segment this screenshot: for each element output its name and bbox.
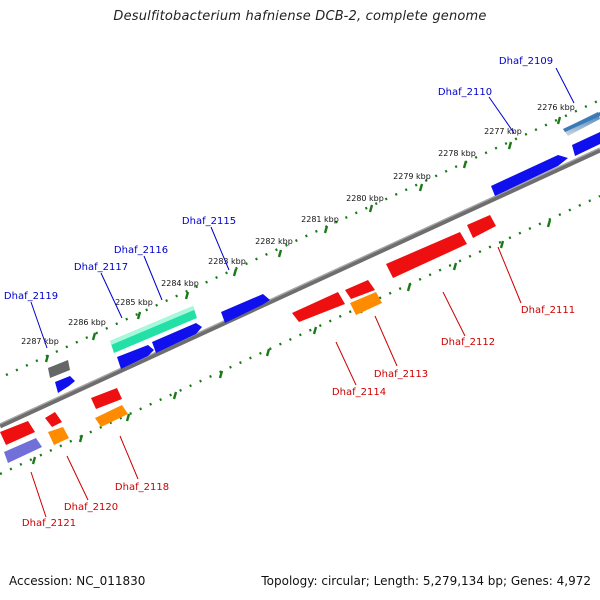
gene-arrow-dhaf-2120a	[45, 412, 62, 427]
forward-leaders	[30, 67, 575, 349]
reverse-major-ticks	[31, 219, 552, 465]
gene-arrow-dhaf-2118a	[91, 388, 122, 409]
reverse-tick-track	[0, 194, 600, 476]
kbp-labels: 2276 kbp 2277 kbp 2278 kbp 2279 kbp 2280…	[21, 103, 575, 346]
gene-label-dhaf-2115: Dhaf_2115	[182, 216, 236, 227]
gene-label-dhaf-2111: Dhaf_2111	[521, 305, 575, 316]
map-title: Desulfitobacterium hafniense DCB-2, comp…	[113, 9, 487, 24]
gene-label-dhaf-2110: Dhaf_2110	[438, 87, 492, 98]
gene-label-dhaf-2121: Dhaf_2121	[22, 518, 76, 529]
gene-arrow-dhaf-2113	[350, 292, 382, 315]
kbp-label: 2278 kbp	[438, 149, 476, 158]
kbp-label: 2282 kbp	[255, 237, 293, 246]
gene-arrow-dhaf-2119a	[48, 360, 70, 378]
kbp-label: 2283 kbp	[208, 257, 246, 266]
forward-gene-features	[4, 112, 600, 463]
gene-arrow-dhaf-2116b	[117, 345, 154, 369]
gene-label-dhaf-2114: Dhaf_2114	[332, 387, 386, 398]
gene-arrow-dhaf-2117-highlight	[110, 306, 194, 345]
gene-label-dhaf-2119: Dhaf_2119	[4, 291, 58, 302]
genome-summary-text: Topology: circular; Length: 5,279,134 bp…	[261, 574, 591, 588]
gene-arrow-dhaf-2114a	[345, 280, 375, 299]
gene-label-dhaf-2112: Dhaf_2112	[441, 337, 495, 348]
gene-label-dhaf-2120: Dhaf_2120	[64, 502, 118, 513]
kbp-label: 2284 kbp	[161, 279, 199, 288]
gene-label-dhaf-2116: Dhaf_2116	[114, 245, 168, 256]
gene-arrow-dhaf-2114b	[292, 292, 345, 322]
reverse-gene-features	[0, 215, 496, 445]
gene-arrow-dhaf-2111	[467, 215, 496, 238]
gene-label-dhaf-2113: Dhaf_2113	[374, 369, 428, 380]
gene-arrow-dhaf-2118b	[95, 405, 128, 427]
forward-gene-labels: Dhaf_2109 Dhaf_2110 Dhaf_2115 Dhaf_2116 …	[4, 56, 553, 302]
kbp-label: 2276 kbp	[537, 103, 575, 112]
kbp-label: 2285 kbp	[115, 298, 153, 307]
kbp-label: 2280 kbp	[346, 194, 384, 203]
kbp-major-ticks	[44, 116, 562, 363]
gene-arrow-dhaf-2121	[0, 421, 35, 445]
genome-backbone	[0, 147, 600, 429]
gene-label-dhaf-2109: Dhaf_2109	[499, 56, 553, 67]
gene-arrow-dhaf-2122	[4, 438, 42, 463]
kbp-label: 2279 kbp	[393, 172, 431, 181]
gene-label-dhaf-2118: Dhaf_2118	[115, 482, 169, 493]
reverse-gene-labels: Dhaf_2111 Dhaf_2112 Dhaf_2113 Dhaf_2114 …	[22, 305, 575, 529]
gene-arrow-dhaf-2120b	[48, 427, 69, 445]
kbp-label: 2286 kbp	[68, 318, 106, 327]
kbp-label: 2281 kbp	[301, 215, 339, 224]
gene-label-dhaf-2117: Dhaf_2117	[74, 262, 128, 273]
gene-arrow-dhaf-2108	[491, 155, 568, 196]
kbp-label: 2287 kbp	[21, 337, 59, 346]
gene-arrow-dhaf-2119b	[55, 376, 75, 393]
reverse-leaders	[30, 246, 522, 518]
kbp-label: 2277 kbp	[484, 127, 522, 136]
accession-text: Accession: NC_011830	[9, 574, 146, 588]
gene-arrow-dhaf-2109b	[563, 112, 600, 132]
gene-arrow-dhaf-2112	[386, 232, 467, 278]
gene-arrow-dhaf-2116a	[152, 323, 202, 353]
gene-arrow-dhaf-2115	[221, 294, 270, 323]
gene-arrow-dhaf-2110	[572, 132, 600, 156]
